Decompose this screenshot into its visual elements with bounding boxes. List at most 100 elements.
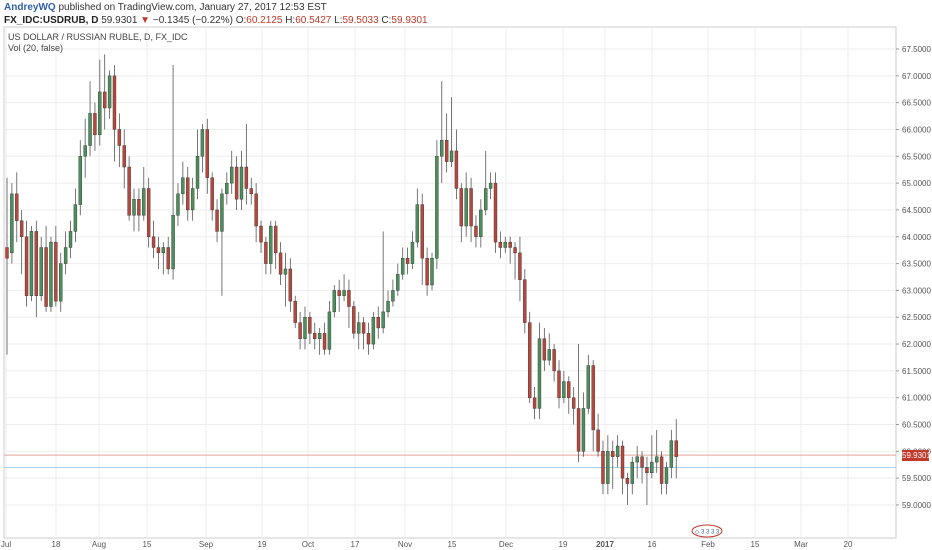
candle-body	[98, 91, 102, 136]
x-tick-label: Dec	[499, 540, 513, 549]
candle-body	[557, 370, 561, 398]
volume-indicator-label[interactable]: Vol (20, false)	[8, 43, 64, 53]
last-price-tag: 59.9301	[902, 449, 931, 461]
candle-body	[386, 300, 390, 313]
candle-body	[420, 204, 424, 259]
candle-body	[342, 290, 346, 296]
ohlc-legend: FX_IDC:USDRUB, D 59.9301 ▼ −0.1345 (−0.2…	[4, 15, 428, 26]
candle-body	[454, 150, 459, 189]
candle-body	[542, 338, 547, 361]
candle-body	[435, 156, 439, 259]
candle-body	[532, 397, 537, 409]
y-tick-label: 62.0000	[902, 340, 931, 349]
x-tick-label: 19	[559, 540, 568, 549]
candle-body	[430, 258, 434, 286]
candle-body	[63, 247, 68, 264]
candle-body	[425, 258, 429, 286]
candle-body	[10, 193, 14, 254]
candle-body	[107, 75, 112, 109]
candle-body	[552, 349, 556, 372]
candle-body	[523, 279, 527, 323]
candle-body	[308, 317, 312, 334]
candle-body	[459, 188, 464, 227]
candle-body	[19, 220, 24, 237]
candle-body	[484, 188, 488, 211]
publish-info: AndreyWQ published on TradingView.com, J…	[4, 2, 327, 13]
candle-body	[337, 290, 341, 296]
open-value: 60.2125	[246, 15, 283, 26]
candle-body	[293, 300, 297, 323]
candle-body	[24, 236, 29, 296]
candle-body	[669, 440, 674, 468]
candle-body	[200, 129, 205, 157]
candle-body	[586, 365, 591, 409]
candle-body	[83, 145, 87, 157]
candle-body	[73, 204, 78, 232]
candle-body	[171, 215, 175, 270]
candle-body	[259, 225, 263, 243]
candle-body	[503, 241, 507, 248]
candle-body	[234, 166, 239, 200]
candle-body	[132, 199, 136, 216]
last-price: 59.9301	[101, 15, 138, 26]
y-tick-label: 62.5000	[902, 313, 931, 322]
x-tick-label: Feb	[701, 540, 715, 549]
candle-body	[352, 306, 356, 334]
candle-body	[562, 381, 566, 398]
author-link[interactable]: AndreyWQ	[4, 2, 56, 13]
candle-body	[508, 241, 512, 248]
y-tick-label: 59.5000	[902, 474, 931, 483]
candle-body	[15, 193, 19, 221]
candle-body	[405, 258, 410, 264]
x-tick-label: 19	[258, 540, 267, 549]
x-tick-label: Oct	[302, 540, 315, 549]
candle-body	[112, 75, 117, 130]
candle-body	[93, 113, 97, 136]
y-tick-label: 64.5000	[902, 206, 931, 215]
candle-body	[640, 456, 644, 468]
open-label: O:	[235, 15, 247, 26]
x-tick-label: 2017	[596, 540, 614, 549]
candle-body	[440, 139, 444, 157]
tradingview-logo[interactable]: ◇ 3 3 3 3	[690, 524, 728, 538]
candle-body	[269, 225, 273, 264]
candle-body	[68, 231, 73, 248]
candle-body	[664, 467, 669, 484]
candle-body	[195, 156, 200, 189]
candle-body	[59, 263, 63, 302]
candle-body	[596, 429, 600, 452]
high-value: 60.5427	[295, 15, 332, 26]
candle-body	[34, 231, 39, 296]
candle-body	[239, 166, 244, 200]
y-tick-label: 61.5000	[902, 367, 931, 376]
publish-text: published on TradingView.com, January 27…	[58, 2, 327, 13]
candle-body	[156, 247, 161, 254]
candle-body	[659, 456, 664, 484]
high-label: H:	[285, 15, 296, 26]
y-tick-label: 66.0000	[902, 125, 931, 134]
candle-body	[527, 322, 532, 398]
candle-body	[474, 225, 478, 237]
candle-body	[176, 193, 180, 216]
plot-frame	[3, 26, 897, 539]
candle-body	[210, 177, 214, 211]
candle-body	[327, 311, 332, 350]
candle-body	[518, 252, 522, 280]
candle-body	[630, 461, 634, 484]
logo-text: ◇ 3 3 3 3	[695, 530, 720, 536]
x-tick-label: 15	[751, 540, 760, 549]
candle-body	[469, 188, 473, 227]
y-tick-label: 65.5000	[902, 152, 931, 161]
candle-body	[190, 188, 195, 211]
candle-body	[493, 182, 498, 243]
y-tick-label: 63.0000	[902, 286, 931, 295]
y-tick-label: 67.0000	[902, 72, 931, 81]
candle-body	[479, 209, 483, 237]
candle-body	[464, 188, 468, 227]
candle-body	[54, 241, 58, 302]
candle-body	[391, 290, 395, 302]
y-tick-label: 63.5000	[902, 260, 931, 269]
y-tick-label: 64.0000	[902, 233, 931, 242]
candle-body	[376, 317, 380, 329]
